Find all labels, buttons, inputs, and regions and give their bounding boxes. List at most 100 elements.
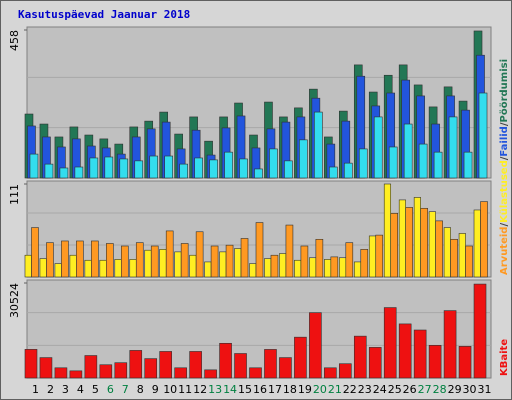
bar	[458, 346, 472, 379]
legend-separator: /	[499, 156, 510, 160]
bar	[368, 347, 382, 379]
bar	[159, 351, 172, 379]
legend-entry: KBaite	[499, 339, 510, 376]
bar	[284, 160, 293, 179]
bar	[204, 369, 217, 379]
bar	[204, 261, 212, 278]
legend-separator: /	[499, 122, 510, 126]
bar	[375, 234, 384, 278]
bar	[195, 231, 204, 278]
bar	[219, 251, 227, 278]
bar	[458, 233, 466, 278]
x-tick-label: 11	[178, 383, 192, 396]
bar	[435, 220, 443, 278]
bar	[413, 197, 421, 278]
x-tick-label: 17	[268, 383, 282, 396]
bar	[180, 243, 189, 278]
x-tick-label: 18	[283, 383, 297, 396]
bar	[428, 345, 442, 379]
bar	[24, 349, 38, 379]
x-tick-label: 14	[223, 383, 237, 396]
x-tick-label: 7	[122, 383, 129, 396]
bar	[309, 312, 322, 379]
x-tick-label: 9	[152, 383, 159, 396]
bar	[135, 242, 144, 278]
y-tick-label: 111	[8, 184, 21, 205]
x-tick-label: 2	[47, 383, 54, 396]
bar	[224, 151, 233, 179]
bar	[270, 254, 279, 278]
bar	[433, 151, 443, 179]
x-tick-label: 31	[478, 383, 492, 396]
bar	[279, 357, 292, 379]
bar	[329, 166, 338, 179]
x-tick-label: 26	[403, 383, 417, 396]
x-tick-label: 1	[32, 383, 39, 396]
bar	[194, 157, 203, 179]
x-tick-label: 22	[343, 383, 357, 396]
x-tick-label: 24	[373, 383, 387, 396]
x-tick-label: 5	[92, 383, 99, 396]
bar	[84, 355, 98, 379]
bar	[443, 227, 451, 278]
bar	[29, 153, 39, 179]
bar	[300, 245, 309, 278]
bar	[84, 259, 92, 278]
bar	[473, 283, 487, 379]
bar	[114, 362, 128, 379]
bar	[179, 163, 188, 179]
x-tick-label: 3	[62, 383, 69, 396]
bar	[254, 168, 263, 179]
bar	[159, 249, 167, 278]
bar	[59, 167, 69, 179]
bar	[144, 249, 152, 278]
bar	[61, 240, 69, 278]
bar	[134, 160, 144, 179]
bar	[39, 357, 53, 379]
bar	[129, 259, 137, 278]
bar	[465, 245, 473, 278]
chart-title: Kasutuspäevad Jaanuar 2018	[18, 8, 190, 21]
bar	[398, 323, 412, 379]
x-tick-label: 13	[208, 383, 222, 396]
x-tick-label: 30	[463, 383, 477, 396]
bar	[91, 240, 99, 278]
bar	[239, 158, 248, 179]
bar	[353, 335, 367, 379]
x-tick-label: 8	[137, 383, 144, 396]
legend: Arvuteid/Külastused/Failid/Pöördumisi	[499, 59, 510, 275]
y-tick-label: 30524	[8, 283, 21, 318]
bar	[294, 259, 302, 278]
bar	[54, 367, 68, 379]
y-tick-label: 458	[8, 30, 21, 51]
bar	[344, 162, 353, 179]
bar	[44, 163, 54, 179]
bar	[324, 259, 332, 278]
bar	[39, 258, 47, 278]
bar	[219, 342, 232, 379]
bar	[31, 227, 39, 278]
bar	[119, 158, 129, 179]
bar	[120, 245, 129, 278]
bar	[46, 242, 54, 278]
bar	[383, 307, 397, 379]
bar	[299, 139, 308, 179]
bar	[240, 238, 249, 278]
bar	[473, 209, 481, 278]
bar	[339, 363, 352, 379]
bar	[104, 156, 114, 179]
bar	[398, 199, 406, 278]
bar	[309, 257, 317, 278]
bar	[99, 259, 107, 278]
bar	[480, 201, 488, 278]
bar	[353, 261, 362, 278]
bar	[388, 146, 398, 179]
bar	[285, 224, 294, 278]
bar	[315, 238, 324, 278]
legend: KBaite	[499, 339, 510, 376]
bar	[418, 143, 428, 179]
bar	[149, 155, 159, 179]
bar	[76, 240, 84, 278]
bar	[69, 370, 83, 379]
